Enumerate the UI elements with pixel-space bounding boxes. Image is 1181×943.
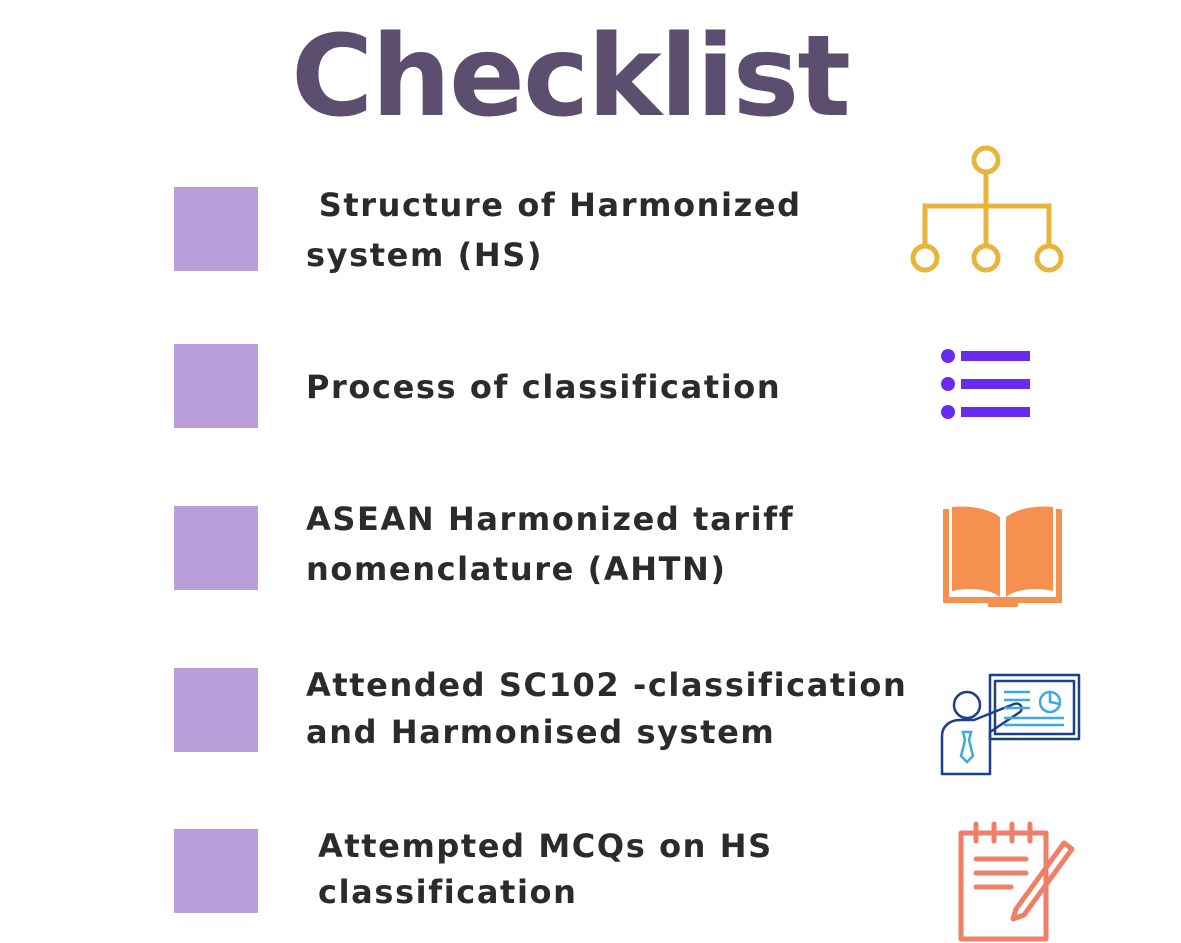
- open-book-icon: [940, 503, 1068, 611]
- notepad-icon: [956, 821, 1076, 943]
- bulleted-list-icon: [938, 344, 1034, 424]
- checkbox[interactable]: [174, 829, 258, 913]
- page-title: Checklist: [291, 12, 851, 142]
- item-label-line-2: nomenclature (AHTN): [306, 550, 727, 588]
- presentation-icon: [938, 672, 1084, 778]
- item-label-line-2: and Harmonised system: [306, 713, 776, 751]
- item-label-line-1: Attended SC102 -classification: [306, 666, 908, 704]
- item-label-line-2: system (HS): [306, 236, 544, 274]
- checkbox[interactable]: [174, 344, 258, 428]
- item-label-line-1: Process of classification: [306, 368, 782, 406]
- hierarchy-icon: [906, 145, 1071, 277]
- item-label-line-2: classification: [318, 873, 578, 911]
- item-label: Process of classification: [306, 362, 781, 412]
- item-label: Structure of Harmonized system (HS): [306, 180, 802, 280]
- item-label-line-1: Structure of Harmonized: [306, 186, 802, 224]
- checkbox[interactable]: [174, 506, 258, 590]
- checkbox[interactable]: [174, 668, 258, 752]
- item-label: Attended SC102 -classification and Harmo…: [306, 662, 907, 756]
- item-label-line-1: Attempted MCQs on HS: [318, 827, 773, 865]
- item-label: ASEAN Harmonized tariff nomenclature (AH…: [306, 494, 794, 594]
- item-label-line-1: ASEAN Harmonized tariff: [306, 500, 795, 538]
- item-label: Attempted MCQs on HS classification: [318, 823, 773, 915]
- checkbox[interactable]: [174, 187, 258, 271]
